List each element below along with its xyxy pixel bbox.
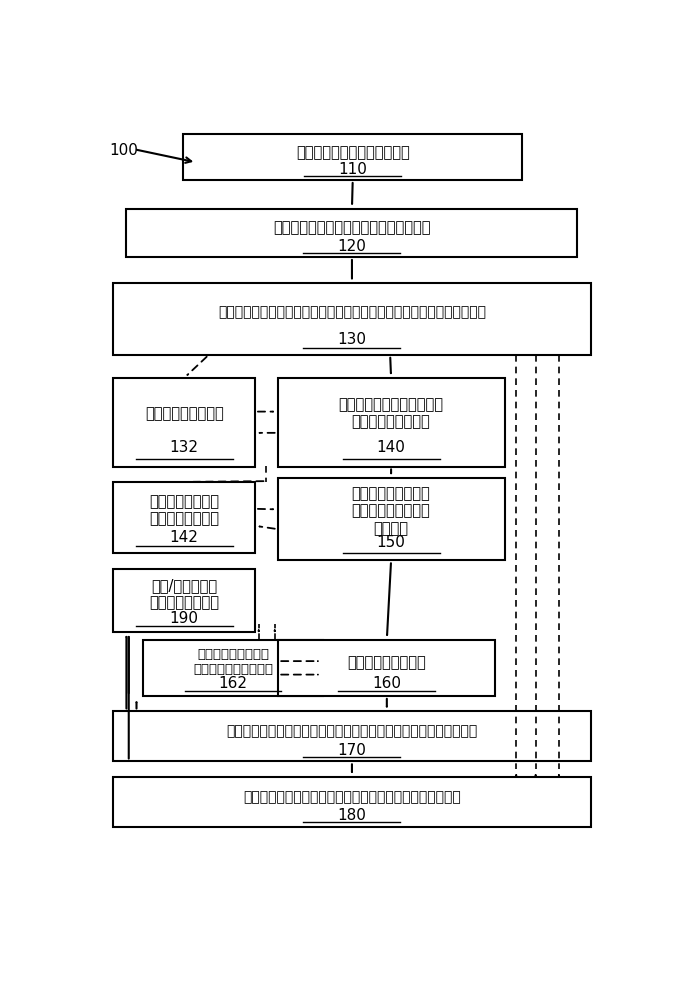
Bar xyxy=(278,640,495,696)
Text: 110: 110 xyxy=(338,162,367,177)
Text: 使用所述收集设备来自动检测个体的位置: 使用所述收集设备来自动检测个体的位置 xyxy=(274,220,431,235)
Bar xyxy=(278,378,504,466)
Bar xyxy=(113,777,590,827)
Text: 针对所述个体的医学
记录向所确定的位置
发送请求: 针对所述个体的医学 记录向所确定的位置 发送请求 xyxy=(351,486,431,536)
Bar xyxy=(278,478,504,560)
Text: 由所述收集设备自动确定检测到的位置对应于生成或存储医学记录的位置: 由所述收集设备自动确定检测到的位置对应于生成或存储医学记录的位置 xyxy=(218,305,486,319)
FancyArrowPatch shape xyxy=(387,563,391,635)
Bar xyxy=(113,569,255,632)
Text: 162: 162 xyxy=(218,676,247,691)
Text: 分析/提取对话或
接收到的医学记录: 分析/提取对话或 接收到的医学记录 xyxy=(149,578,219,610)
Text: 120: 120 xyxy=(338,239,367,254)
Text: 提供医学记录收集设备或系统: 提供医学记录收集设备或系统 xyxy=(296,145,409,160)
Bar xyxy=(113,482,255,553)
Text: 140: 140 xyxy=(377,440,406,455)
FancyArrowPatch shape xyxy=(187,357,207,375)
Text: 将所述个体的医学记录中的一个或多个发送到所确定的位置: 将所述个体的医学记录中的一个或多个发送到所确定的位置 xyxy=(243,790,461,804)
Text: 记录（和转录）所述个体与所述位置处的健康护理提供者之间的对话: 记录（和转录）所述个体与所述位置处的健康护理提供者之间的对话 xyxy=(226,724,477,738)
Text: 从个体接收许可以从所确定
的位置请求医学记录: 从个体接收许可以从所确定 的位置请求医学记录 xyxy=(338,397,444,430)
Text: 190: 190 xyxy=(169,611,198,626)
Text: 向个体发送授权请求: 向个体发送授权请求 xyxy=(145,406,223,421)
Text: 100: 100 xyxy=(110,143,138,158)
Text: 生成针对医学记录
的发布或授权表格: 生成针对医学记录 的发布或授权表格 xyxy=(149,494,219,526)
Text: 130: 130 xyxy=(338,332,367,347)
Text: 170: 170 xyxy=(338,743,367,758)
Bar xyxy=(143,640,322,696)
Text: 150: 150 xyxy=(377,535,406,550)
Bar xyxy=(113,283,590,355)
Bar xyxy=(183,134,522,180)
Text: 142: 142 xyxy=(169,530,198,545)
Bar xyxy=(126,209,577,257)
FancyArrowPatch shape xyxy=(260,526,275,529)
Text: 160: 160 xyxy=(372,676,401,691)
Text: 将接收到的医学记录
发送到数据库或服务器: 将接收到的医学记录 发送到数据库或服务器 xyxy=(193,648,273,676)
Text: 接收请求的医学记录: 接收请求的医学记录 xyxy=(347,655,426,670)
Text: 132: 132 xyxy=(169,440,198,455)
Bar xyxy=(113,711,590,761)
Bar xyxy=(113,378,255,466)
Text: 180: 180 xyxy=(338,808,367,823)
